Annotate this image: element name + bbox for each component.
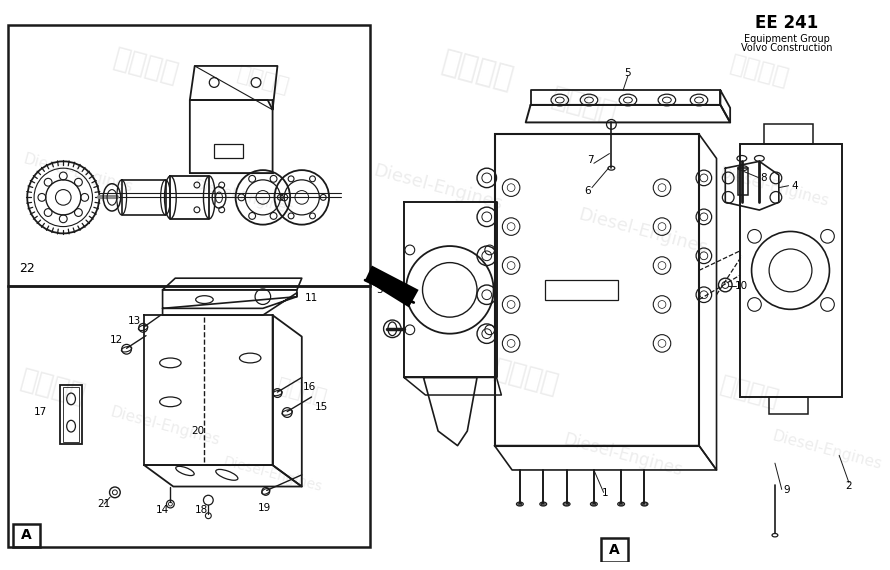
Text: Diesel-Engines: Diesel-Engines	[222, 455, 324, 495]
Text: 1: 1	[603, 488, 609, 498]
Text: 11: 11	[305, 292, 318, 303]
Text: 16: 16	[303, 382, 316, 392]
Text: 8: 8	[760, 173, 766, 183]
Text: 柴发动力: 柴发动力	[275, 376, 328, 408]
Text: 7: 7	[587, 156, 594, 165]
Bar	[61, 385, 82, 443]
Bar	[8, 25, 370, 286]
Text: 18: 18	[195, 505, 208, 515]
Text: 22: 22	[20, 262, 35, 275]
Text: 12: 12	[110, 336, 124, 345]
Text: 柴发动力: 柴发动力	[234, 64, 291, 97]
Text: 柴发动力: 柴发动力	[110, 44, 182, 88]
Text: 6: 6	[585, 186, 591, 196]
Bar	[495, 134, 699, 446]
Text: 14: 14	[156, 505, 169, 515]
Bar	[740, 144, 842, 397]
Text: Diesel-Engines: Diesel-Engines	[21, 151, 134, 195]
Text: 柴发动力: 柴发动力	[490, 355, 562, 400]
Bar	[546, 280, 619, 300]
Text: 柴发动力: 柴发动力	[717, 373, 781, 412]
Text: A: A	[20, 528, 32, 542]
Text: 17: 17	[34, 406, 47, 417]
Text: 3: 3	[376, 285, 383, 295]
Text: 21: 21	[98, 499, 110, 509]
Text: Diesel-Engines: Diesel-Engines	[192, 177, 295, 217]
Text: 柴发动力: 柴发动力	[727, 51, 791, 90]
Text: Diesel-Engines: Diesel-Engines	[771, 429, 884, 473]
Bar	[8, 286, 370, 547]
Text: Diesel-Engines: Diesel-Engines	[717, 166, 830, 210]
Text: 4: 4	[791, 181, 797, 191]
Text: Equipment Group: Equipment Group	[744, 34, 829, 44]
Text: 5: 5	[625, 68, 631, 78]
Text: 柴发动力: 柴发动力	[18, 365, 89, 409]
Text: Diesel-Engines: Diesel-Engines	[562, 431, 684, 480]
Text: Diesel-Engines: Diesel-Engines	[109, 404, 222, 448]
Bar	[12, 523, 40, 547]
Bar	[769, 397, 808, 414]
Text: 柴发动力: 柴发动力	[438, 47, 516, 94]
Bar	[765, 124, 813, 144]
Polygon shape	[365, 266, 418, 307]
Text: 19: 19	[258, 503, 271, 513]
Bar	[214, 144, 243, 158]
Text: Volvo Construction: Volvo Construction	[740, 43, 832, 54]
Text: Diesel-Engines: Diesel-Engines	[576, 206, 709, 258]
Text: 15: 15	[315, 402, 328, 412]
Text: EE 241: EE 241	[755, 14, 818, 32]
Text: 20: 20	[191, 426, 204, 436]
Text: 13: 13	[128, 316, 141, 326]
Text: 柴发动力: 柴发动力	[548, 83, 619, 127]
Bar	[63, 387, 79, 442]
Bar	[601, 538, 628, 563]
Text: A: A	[609, 543, 619, 557]
Text: 10: 10	[735, 281, 748, 291]
Text: 2: 2	[846, 481, 853, 491]
Text: Diesel-Engines: Diesel-Engines	[371, 162, 505, 214]
Text: 9: 9	[783, 486, 790, 495]
Bar	[738, 168, 748, 196]
